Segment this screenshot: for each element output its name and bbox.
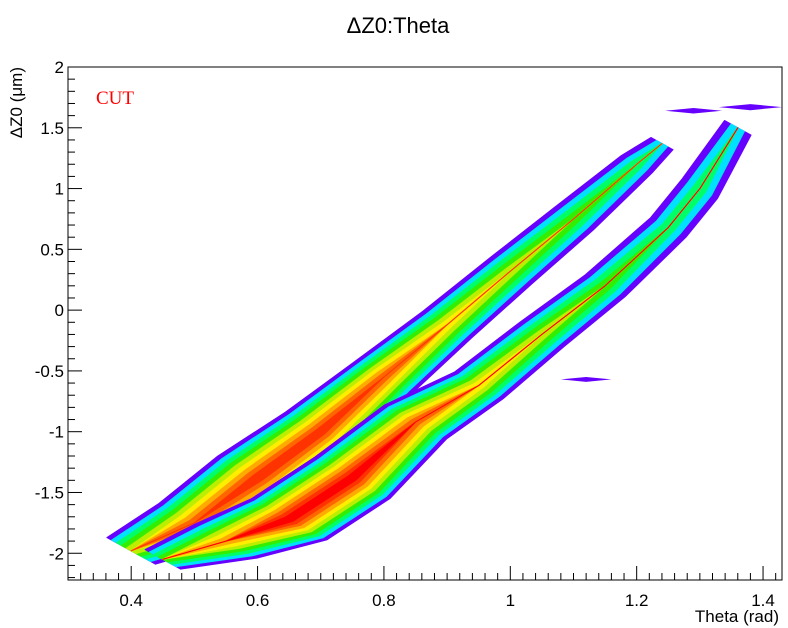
x-axis-ticks: 0.4 0.6 0.8 1 1.2 1.4 [67, 566, 777, 610]
x-tick-label: 0.4 [119, 591, 143, 610]
contour-islands [560, 104, 782, 382]
y-tick-label: 2 [55, 58, 64, 77]
y-tick-label: -2 [49, 544, 64, 563]
y-axis-label: ΔZ0 (μm) [7, 67, 26, 138]
x-tick-label: 0.8 [372, 591, 396, 610]
upper-band-level-9 [130, 143, 663, 552]
y-tick-label: -0.5 [35, 362, 64, 381]
island-3 [560, 377, 612, 382]
plot-frame [67, 66, 783, 581]
chart-title: ΔZ0:Theta [347, 13, 451, 38]
contour-layer [106, 120, 752, 570]
y-tick-label: -1.5 [35, 483, 64, 502]
lower-band-level-3 [153, 127, 739, 565]
y-tick-label: 1.5 [40, 119, 64, 138]
y-tick-label: 0.5 [40, 240, 64, 259]
y-axis-ticks: -2 -1.5 -1 -0.5 0 0.5 1 1.5 2 [35, 58, 82, 579]
lower-band-level-2 [149, 123, 745, 568]
x-tick-label: 1.2 [625, 591, 649, 610]
island-2 [718, 104, 782, 111]
lower-band-level-10 [162, 127, 739, 560]
cut-annotation: CUT [96, 88, 134, 109]
x-tick-label: 1 [506, 591, 515, 610]
x-axis-label: Theta (rad) [695, 607, 779, 626]
x-tick-label: 1.4 [751, 591, 775, 610]
y-tick-label: 1 [55, 180, 64, 199]
y-tick-label: 0 [55, 301, 64, 320]
island-1 [665, 108, 722, 114]
y-tick-label: -1 [49, 423, 64, 442]
x-tick-label: 0.6 [246, 591, 270, 610]
